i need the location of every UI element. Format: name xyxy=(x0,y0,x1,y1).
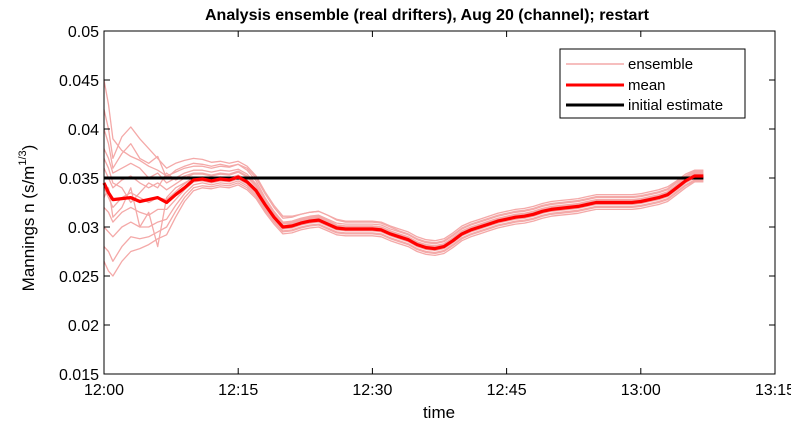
y-tick-label: 0.035 xyxy=(59,171,99,188)
ensemble-line xyxy=(103,167,704,248)
ensemble-line xyxy=(103,180,704,262)
y-axis-label-main: Mannings n (s/m xyxy=(19,166,38,292)
legend: ensemble mean initial estimate xyxy=(559,48,746,119)
ensemble-line xyxy=(103,79,704,242)
mean-line xyxy=(102,174,704,251)
y-axis-label-suffix: ) xyxy=(19,145,38,151)
x-tick-label: 12:15 xyxy=(218,382,258,399)
plot-area xyxy=(102,79,704,277)
x-axis-label: time xyxy=(423,403,455,422)
ensemble-line xyxy=(103,179,704,254)
y-tick-label: 0.03 xyxy=(68,220,99,237)
y-tick-label: 0.045 xyxy=(59,73,99,90)
y-tick-label: 0.04 xyxy=(68,122,99,139)
y-tick-label: 0.025 xyxy=(59,269,99,286)
x-axis: 12:00 12:15 12:30 12:45 13:00 13:15 xyxy=(84,31,791,399)
ensemble-line xyxy=(103,177,704,252)
x-tick-label: 12:30 xyxy=(352,382,392,399)
y-tick-label: 0.02 xyxy=(68,318,99,335)
ensemble-line xyxy=(103,181,704,277)
ensemble-line xyxy=(103,109,704,244)
legend-ensemble-label: ensemble xyxy=(628,56,693,73)
x-tick-label: 12:45 xyxy=(487,382,527,399)
y-tick-label: 0.015 xyxy=(59,367,99,384)
y-tick-label: 0.05 xyxy=(68,24,99,41)
x-tick-label: 13:15 xyxy=(755,382,791,399)
legend-mean-label: mean xyxy=(628,77,666,94)
y-axis-label: Mannings n (s/m1/3) xyxy=(17,145,38,292)
legend-initial-label: initial estimate xyxy=(628,97,723,114)
ensemble-line xyxy=(103,148,704,247)
y-axis: 0.015 0.02 0.025 0.03 0.035 0.04 0.045 0.05 xyxy=(59,24,775,384)
ensemble-line xyxy=(103,158,704,245)
axes-box xyxy=(103,30,776,375)
x-tick-label: 13:00 xyxy=(621,382,661,399)
x-tick-label: 12:00 xyxy=(84,382,124,399)
chart-title: Analysis ensemble (real drifters), Aug 2… xyxy=(205,7,650,24)
y-axis-label-exponent: 1/3 xyxy=(17,150,29,165)
